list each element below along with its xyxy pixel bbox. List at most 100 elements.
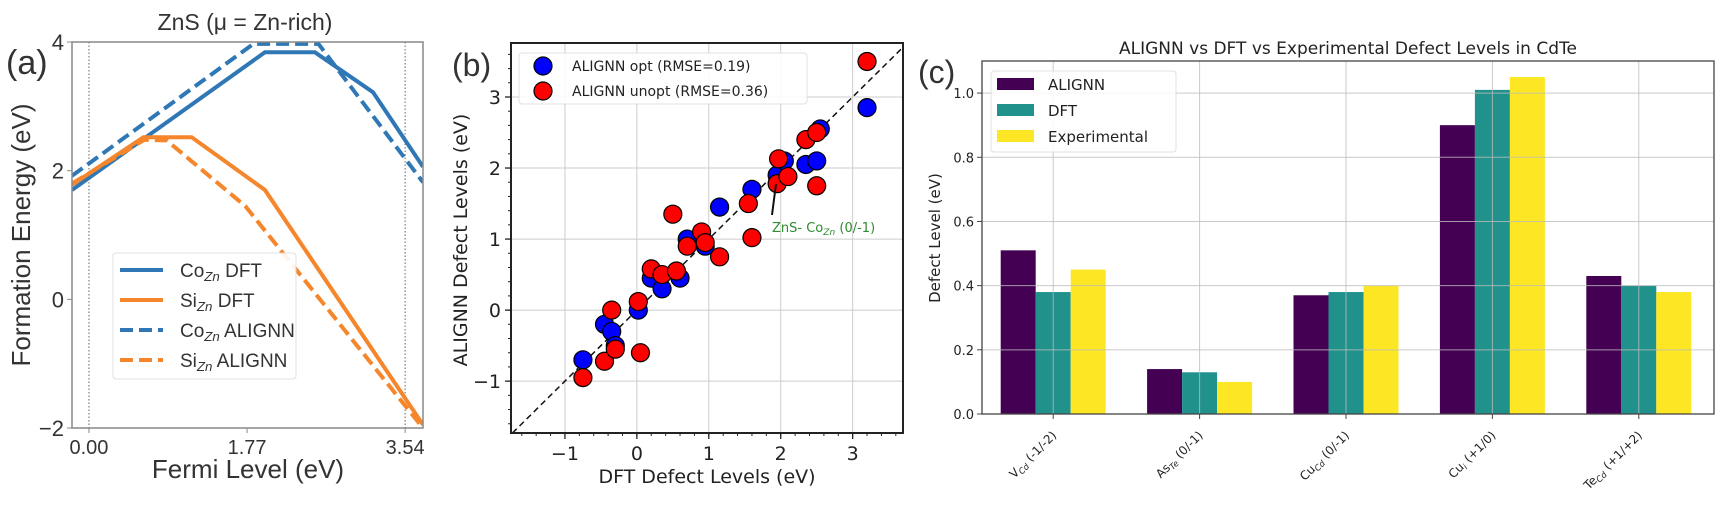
annotation-arrow (771, 183, 777, 216)
scatter-point-opt (807, 151, 827, 171)
scatter-point-unopt (594, 351, 615, 371)
legend-marker (533, 81, 553, 101)
series-line-2 (72, 42, 423, 184)
legend: CoZn DFT SiZn DFT CoZn ALIGNN SiZn ALIGNN (112, 252, 297, 380)
scatter-point-unopt (605, 339, 625, 359)
scatter-point-unopt (778, 166, 798, 187)
x-tick-label: 1 (703, 443, 715, 465)
legend-entry: ALIGNN (1048, 76, 1105, 94)
bar-experimental (1509, 77, 1545, 414)
scatter-point-unopt (602, 300, 622, 320)
y-tick-label: 0 (489, 300, 501, 322)
legend-swatch (997, 104, 1034, 116)
scatter-point-unopt (677, 236, 697, 256)
scatter-point-unopt (663, 204, 683, 224)
scatter-point-unopt (857, 51, 877, 72)
panel-a-ylabel: Formation Energy (eV) (6, 104, 36, 367)
y-tick-label: 0.2 (953, 344, 974, 359)
bar-experimental (1217, 381, 1253, 414)
panel-a-label: (a) (6, 44, 48, 82)
panel-b-label: (b) (452, 47, 491, 83)
y-tick-label: 3 (489, 87, 501, 109)
legend-marker (533, 56, 553, 76)
scatter-point-unopt (738, 193, 758, 214)
scatter-point-opt (573, 350, 593, 370)
panel-b-parity-scatter: (b) DFT Defect Levels (eV) ALIGNN Defect… (450, 42, 904, 488)
scatter-point-unopt (807, 122, 827, 143)
scatter-point-unopt (628, 291, 648, 312)
y-tick-label: 0.4 (953, 280, 974, 295)
scatter-point-unopt (695, 233, 715, 253)
bar-experimental (1656, 292, 1692, 414)
scatter-point-unopt (630, 343, 651, 363)
bar-alignn (1586, 276, 1622, 414)
series-line-3 (72, 137, 423, 428)
bar-alignn (1000, 250, 1036, 414)
legend: ALIGNN DFT Experimental (990, 70, 1177, 153)
legend-entry: DFT (1048, 102, 1078, 120)
series-line-0 (72, 50, 423, 192)
legend-box (518, 52, 808, 105)
plot-frame (981, 60, 1715, 415)
bar-alignn (1439, 125, 1475, 414)
x-tick-label: 2 (775, 443, 787, 465)
x-tick-label: 0.00 (70, 437, 109, 459)
x-tick-label: TeCd (+1/+2) (1580, 428, 1646, 494)
legend-swatch (997, 78, 1034, 90)
y-tick-label: 4 (52, 30, 64, 55)
series-line-1 (72, 135, 423, 426)
panel-c-defect-bars: (c) ALIGNN vs DFT vs Experimental Defect… (918, 39, 1715, 494)
legend-box (112, 252, 297, 380)
legend-entry: Experimental (1048, 128, 1148, 146)
y-tick-label: 0 (52, 287, 64, 312)
panel-c-label: (c) (918, 54, 955, 90)
plot-frame (510, 42, 904, 434)
x-tick-label: Cui (+1/0) (1446, 428, 1500, 482)
bar-experimental (1070, 269, 1106, 414)
bar-alignn (1147, 369, 1183, 414)
scatter-point-unopt (768, 149, 789, 169)
y-tick-label: 2 (52, 159, 64, 184)
legend-entry: ALIGNN unopt (RMSE=0.36) (572, 84, 768, 100)
scatter-point-opt (709, 197, 730, 217)
x-tick-label: 3.54 (386, 437, 425, 459)
bar-alignn (1293, 295, 1329, 414)
panel-c-ylabel: Defect Level (eV) (926, 173, 944, 303)
panel-b-xlabel: DFT Defect Levels (eV) (598, 466, 815, 488)
y-tick-label: 0.0 (953, 408, 974, 423)
panel-a-xlabel: Fermi Level (eV) (152, 454, 344, 484)
x-tick-label: 3 (847, 443, 859, 465)
x-tick-label: 1.77 (228, 437, 267, 459)
legend: ALIGNN opt (RMSE=0.19) ALIGNN unopt (RMSE… (518, 52, 808, 105)
panel-c-title: ALIGNN vs DFT vs Experimental Defect Lev… (1119, 39, 1577, 59)
scatter-point-unopt (573, 367, 593, 388)
annotation-text: ZnS- CoZn (0/-1) (772, 221, 875, 238)
panel-a-formation-energy: (a) ZnS (μ = Zn-rich) Fermi Level (eV) F… (6, 9, 425, 484)
scatter-point-unopt (807, 176, 827, 196)
x-tick-label: 0 (631, 443, 643, 465)
scatter-point-unopt (742, 228, 762, 248)
y-tick-label: 1 (489, 229, 501, 251)
y-tick-label: 0.8 (953, 151, 974, 166)
panel-a-title: ZnS (μ = Zn-rich) (158, 9, 333, 35)
y-tick-label: 0.6 (953, 215, 974, 230)
legend-entry: CoZn ALIGNN (180, 321, 295, 344)
legend-box (990, 70, 1177, 153)
scatter-point-unopt (709, 247, 730, 267)
legend-entry: ALIGNN opt (RMSE=0.19) (572, 59, 751, 75)
legend-entry: SiZn ALIGNN (180, 351, 287, 374)
scatter-point-unopt (666, 261, 687, 281)
x-tick-label: −1 (551, 443, 579, 465)
y-tick-label: −1 (473, 371, 501, 393)
legend-entry: SiZn DFT (180, 291, 255, 314)
legend-swatch (997, 130, 1034, 142)
y-tick-label: −2 (39, 416, 64, 441)
x-tick-label: VCd (-1/-2) (1007, 428, 1061, 482)
panel-b-ylabel: ALIGNN Defect Levels (eV) (450, 114, 472, 367)
x-tick-label: AsTe (0/-1) (1153, 428, 1207, 482)
y-tick-label: 2 (489, 158, 501, 180)
y-tick-label: 1.0 (953, 87, 974, 102)
x-tick-label: CuCd (0/-1) (1297, 428, 1353, 484)
scatter-point-opt (857, 98, 877, 118)
